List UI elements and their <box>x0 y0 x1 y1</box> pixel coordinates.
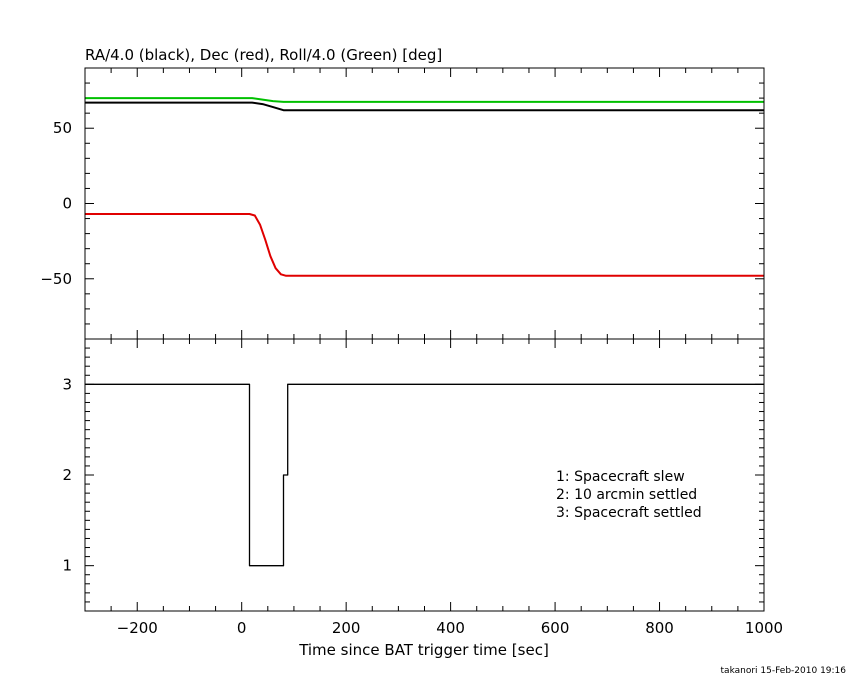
y-tick-label: 1 <box>62 557 72 575</box>
x-tick-label: 1000 <box>745 619 783 637</box>
legend-annotation-3: 3: Spacecraft settled <box>556 505 702 521</box>
series-line-roll-4-0 <box>85 97 764 103</box>
legend-annotation-1: 1: Spacecraft slew <box>556 469 685 485</box>
series-line-dec <box>85 213 764 277</box>
y-tick-label: 50 <box>53 119 72 137</box>
x-axis-label: Time since BAT trigger time [sec] <box>298 641 549 659</box>
x-tick-label: 800 <box>645 619 674 637</box>
series-line-status <box>85 383 764 567</box>
bottom-panel-frame <box>84 338 765 612</box>
x-tick-label: 0 <box>237 619 247 637</box>
top-panel-frame <box>84 67 765 340</box>
top-panel: −50 0 50 <box>40 67 765 340</box>
footer-credit: takanori 15-Feb-2010 19:16 <box>721 666 847 676</box>
x-tick-label: 600 <box>541 619 570 637</box>
y-tick-label: −50 <box>40 270 72 288</box>
top-chart-title: RA/4.0 (black), Dec (red), Roll/4.0 (Gre… <box>85 46 442 64</box>
legend-annotation-2: 2: 10 arcmin settled <box>556 487 697 503</box>
y-tick-label: 3 <box>62 375 72 393</box>
bottom-panel: 1 2 3 −200 0 200 400 600 800 1000 1: Spacecraft … <box>62 338 783 637</box>
x-tick-label: 200 <box>332 619 361 637</box>
series-line-ra-4-0 <box>85 101 764 112</box>
y-tick-label: 2 <box>62 466 72 484</box>
y-tick-label: 0 <box>62 195 72 213</box>
x-tick-label: 400 <box>436 619 465 637</box>
x-tick-label: −200 <box>117 619 158 637</box>
